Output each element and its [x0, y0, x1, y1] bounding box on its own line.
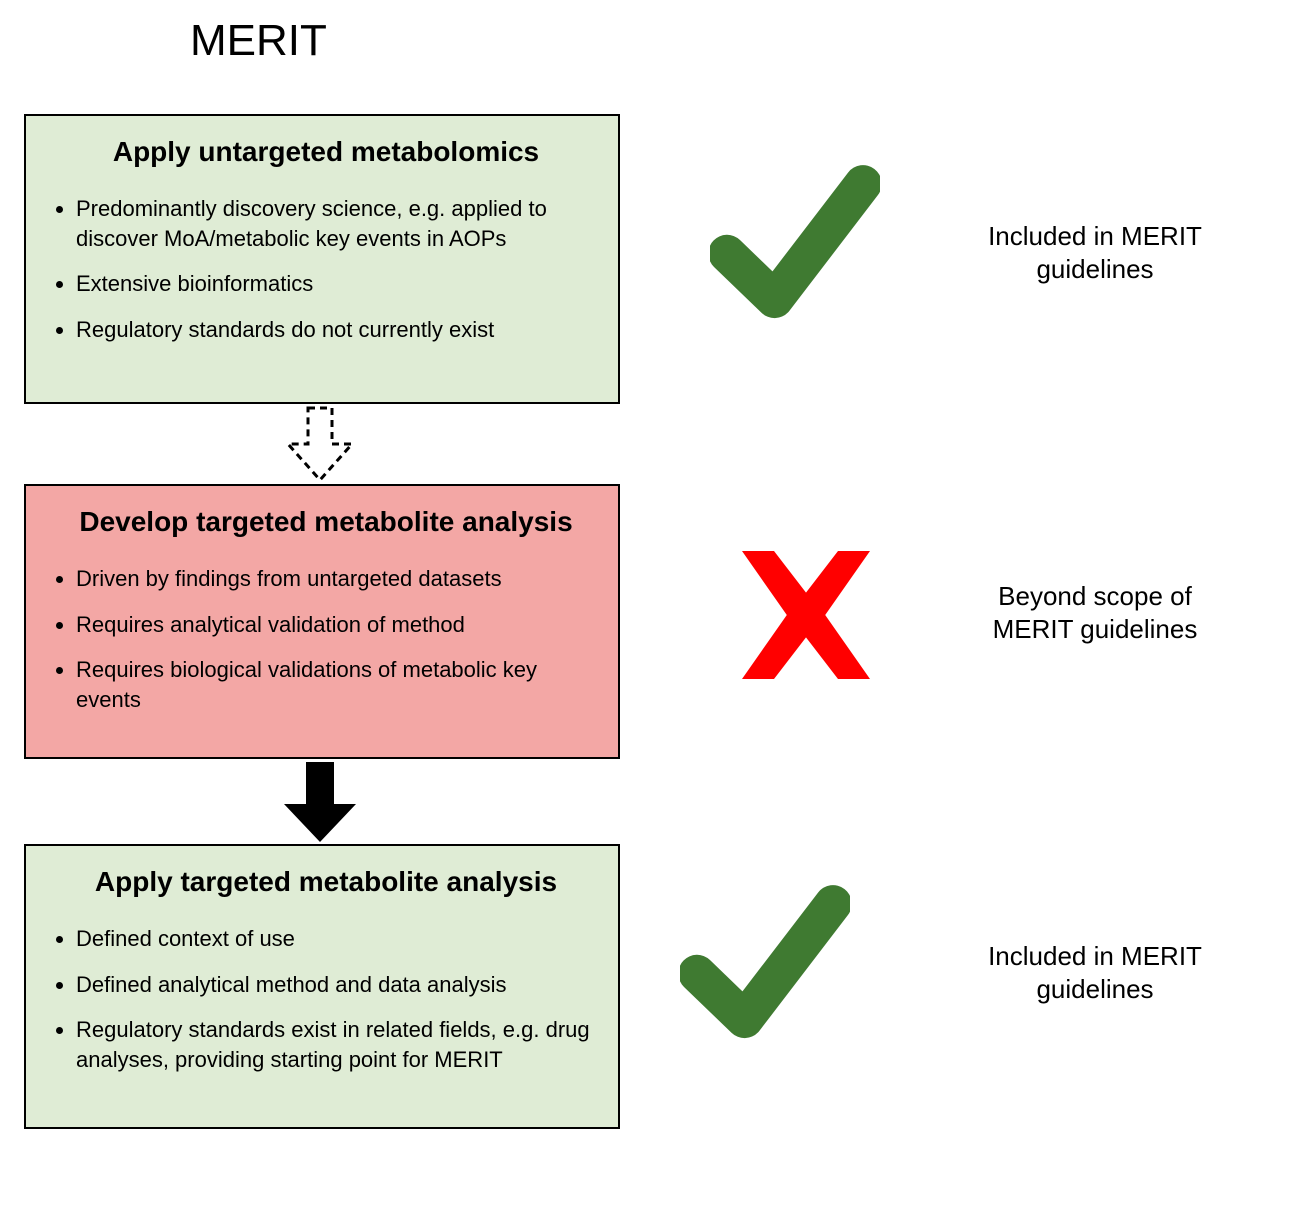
arrow-down-solid-icon	[280, 760, 360, 844]
status-label-included: Included in MERIT guidelines	[930, 220, 1260, 285]
arrow-down-dashed-icon	[280, 404, 360, 484]
bullet-list: Driven by findings from untargeted datas…	[54, 564, 598, 715]
box-apply-targeted: Apply targeted metabolite analysis Defin…	[24, 844, 620, 1129]
bullet-item: Extensive bioinformatics	[76, 269, 598, 299]
label-line: guidelines	[1036, 254, 1153, 284]
bullet-list: Defined context of use Defined analytica…	[54, 924, 598, 1075]
bullet-item: Driven by findings from untargeted datas…	[76, 564, 598, 594]
label-line: Included in MERIT	[988, 941, 1202, 971]
check-icon	[680, 880, 850, 1050]
diagram-title: MERIT	[190, 16, 327, 66]
bullet-list: Predominantly discovery science, e.g. ap…	[54, 194, 598, 345]
bullet-item: Requires biological validations of metab…	[76, 655, 598, 714]
box-untargeted: Apply untargeted metabolomics Predominan…	[24, 114, 620, 404]
label-line: guidelines	[1036, 974, 1153, 1004]
check-icon	[710, 160, 880, 330]
bullet-item: Defined analytical method and data analy…	[76, 970, 598, 1000]
label-line: Included in MERIT	[988, 221, 1202, 251]
label-line: Beyond scope of	[998, 581, 1192, 611]
bullet-item: Regulatory standards exist in related fi…	[76, 1015, 598, 1074]
status-label-beyond-scope: Beyond scope of MERIT guidelines	[930, 580, 1260, 645]
status-label-included: Included in MERIT guidelines	[930, 940, 1260, 1005]
box-title: Apply targeted metabolite analysis	[54, 866, 598, 898]
label-line: MERIT guidelines	[993, 614, 1198, 644]
x-icon	[726, 530, 886, 700]
box-title: Develop targeted metabolite analysis	[54, 506, 598, 538]
box-develop-targeted: Develop targeted metabolite analysis Dri…	[24, 484, 620, 759]
bullet-item: Defined context of use	[76, 924, 598, 954]
bullet-item: Requires analytical validation of method	[76, 610, 598, 640]
box-title: Apply untargeted metabolomics	[54, 136, 598, 168]
bullet-item: Regulatory standards do not currently ex…	[76, 315, 598, 345]
bullet-item: Predominantly discovery science, e.g. ap…	[76, 194, 598, 253]
